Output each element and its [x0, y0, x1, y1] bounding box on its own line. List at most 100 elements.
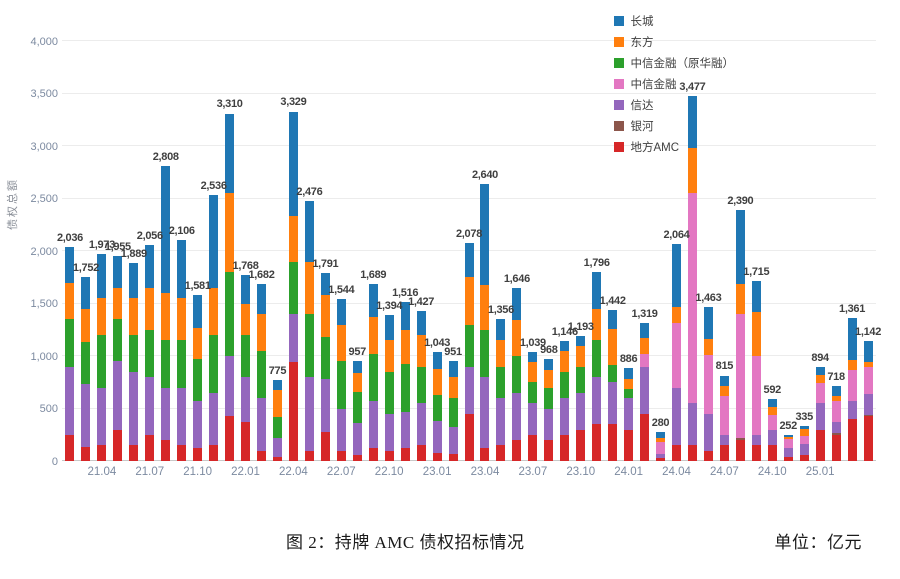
stacked-bar	[129, 262, 139, 461]
bar-segment	[464, 277, 474, 325]
y-axis-title: 债权总额	[7, 178, 19, 230]
bar-value-label: 335	[795, 410, 813, 423]
x-axis-tick-label: 21.04	[87, 466, 117, 478]
bar-segment	[847, 360, 857, 370]
bar-value-label: 3,477	[679, 80, 706, 93]
bar-segment	[65, 434, 75, 461]
bar-segment	[671, 387, 681, 446]
bar-segment	[735, 440, 745, 461]
bar-segment	[209, 194, 219, 288]
bar-segment	[129, 298, 139, 336]
y-axis-tick-label: 4,000	[30, 35, 58, 48]
bar-segment	[544, 387, 554, 409]
stacked-bar	[783, 434, 793, 461]
bar-segment	[288, 362, 298, 461]
stacked-bar	[400, 301, 410, 461]
bar-segment	[272, 416, 282, 438]
bar-segment	[81, 447, 91, 461]
bar-segment	[496, 445, 506, 461]
legend-swatch-icon	[613, 142, 624, 152]
x-axis-tick-label: 24.01	[614, 466, 643, 478]
stacked-bar	[336, 298, 346, 461]
bar-segment	[656, 437, 666, 443]
bar-segment	[145, 434, 155, 461]
bar-segment	[113, 319, 123, 362]
bar-segment	[576, 392, 586, 430]
stacked-bar	[576, 335, 586, 461]
bar-segment	[97, 445, 107, 461]
bar-segment	[65, 319, 75, 367]
stacked-bar	[320, 273, 330, 461]
figure-caption: 图 2：持牌 AMC 债权招标情况	[286, 533, 525, 552]
stacked-bar	[735, 210, 745, 461]
bar-value-label: 1,715	[743, 265, 770, 278]
legend-label: 信达	[630, 100, 654, 112]
stacked-bar	[496, 318, 506, 461]
bar-segment	[241, 303, 251, 336]
legend-item: 东方	[613, 34, 735, 50]
bar-segment	[863, 367, 873, 394]
bar-segment	[671, 307, 681, 324]
bar-segment	[272, 437, 282, 457]
bar-segment	[815, 403, 825, 430]
legend-swatch-icon	[613, 58, 624, 68]
bar-value-label: 957	[348, 345, 367, 358]
bar-segment	[129, 335, 139, 372]
bar-value-label: 1,955	[104, 240, 131, 253]
legend-label: 长城	[630, 16, 654, 28]
legend-item: 长城	[613, 13, 735, 29]
bar-value-label: 1,442	[599, 294, 626, 307]
bar-segment	[656, 457, 666, 461]
bar-segment	[145, 377, 155, 435]
bar-segment	[177, 340, 187, 388]
bar-value-label: 1,752	[72, 262, 99, 275]
bar-segment	[352, 423, 362, 455]
x-axis-tick-label: 22.07	[326, 466, 356, 478]
bar-value-label: 894	[811, 352, 829, 365]
bar-value-label: 2,476	[296, 186, 323, 199]
stacked-bar	[352, 360, 362, 461]
stacked-bar	[288, 111, 298, 461]
bar-segment	[448, 453, 458, 461]
bar-value-label: 2,536	[200, 179, 227, 192]
y-axis-tick-label: 0	[51, 455, 58, 468]
bar-segment	[288, 314, 298, 363]
bar-value-label: 3,329	[280, 96, 307, 109]
bar-segment	[304, 377, 314, 451]
gridline	[62, 197, 876, 199]
y-axis-tick-label: 3,000	[30, 140, 58, 153]
bar-segment	[464, 413, 474, 461]
stacked-bar	[368, 283, 378, 461]
stacked-bar	[145, 245, 155, 461]
bar-segment	[735, 210, 745, 284]
bar-segment	[863, 414, 873, 416]
bar-segment	[687, 95, 697, 149]
bar-segment	[815, 382, 825, 404]
y-axis-tick-label: 1,000	[30, 350, 58, 363]
bar-segment	[735, 283, 745, 315]
bar-segment	[719, 385, 729, 397]
bar-segment	[687, 403, 697, 446]
bar-segment	[719, 375, 729, 386]
bar-segment	[751, 312, 761, 357]
bar-segment	[608, 309, 618, 329]
bar-value-label: 951	[444, 346, 462, 359]
x-axis-tick-label: 22.10	[374, 466, 404, 478]
legend-label: 银河	[630, 121, 654, 133]
bar-segment	[400, 329, 410, 365]
bar-value-label: 1,043	[424, 336, 451, 349]
stacked-bar	[592, 272, 602, 461]
stacked-bar	[241, 275, 251, 461]
bar-segment	[783, 456, 793, 461]
bar-segment	[799, 429, 809, 437]
bar-segment	[416, 366, 426, 404]
bar-segment	[671, 323, 681, 388]
bar-value-label: 2,056	[136, 230, 163, 243]
bar-value-label: 2,064	[663, 229, 690, 242]
bar-segment	[225, 415, 235, 461]
bar-value-label: 1,146	[551, 325, 578, 338]
stacked-bar	[719, 375, 729, 461]
bar-segment	[799, 444, 809, 455]
bar-segment	[863, 362, 873, 368]
bar-segment	[512, 288, 522, 320]
